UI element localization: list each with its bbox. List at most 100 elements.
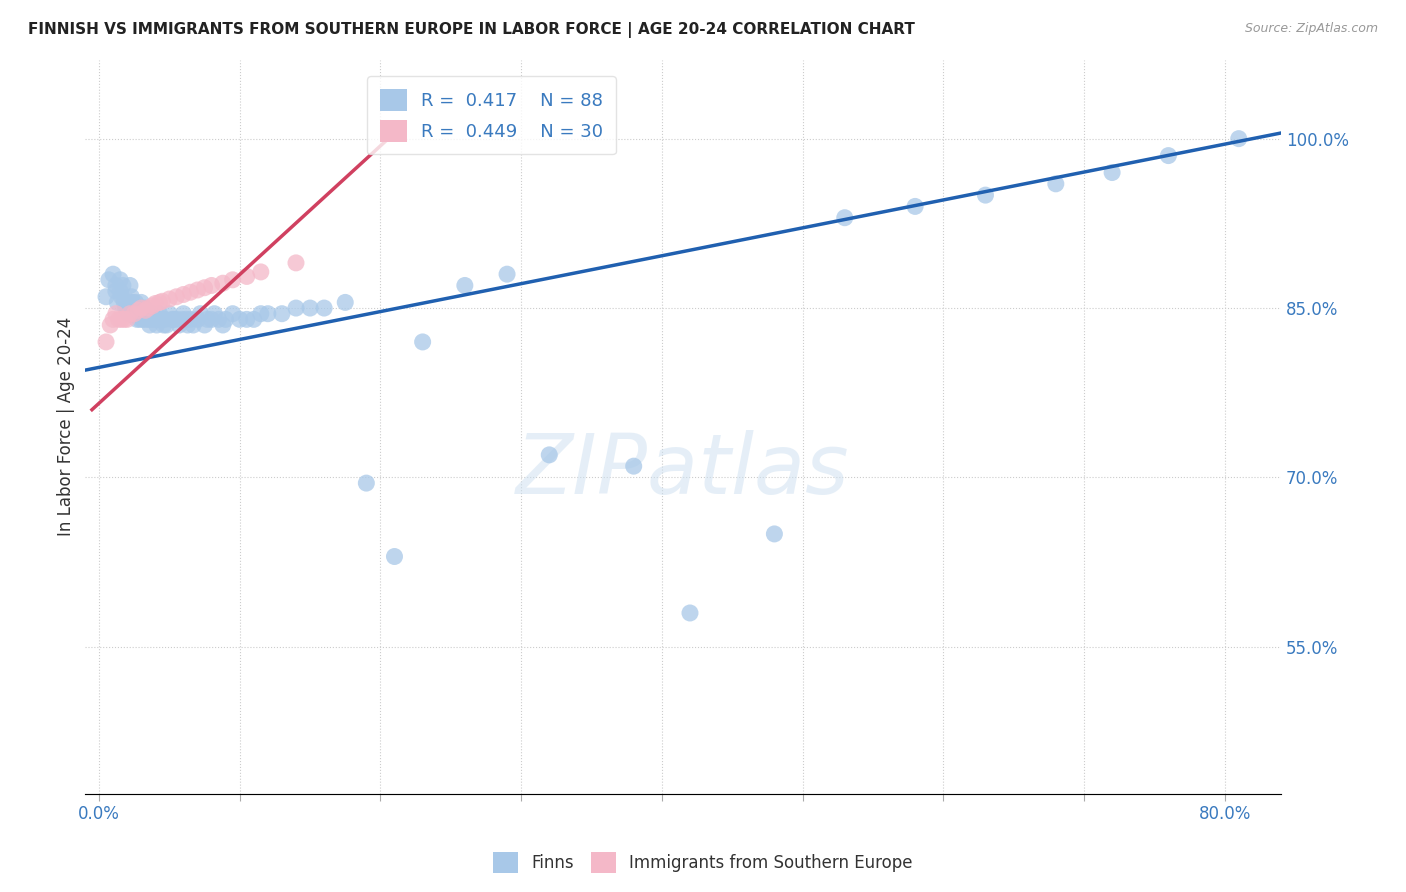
Point bbox=[679, 606, 702, 620]
Point bbox=[107, 312, 129, 326]
Point bbox=[623, 459, 645, 474]
Point bbox=[1045, 177, 1067, 191]
Point bbox=[152, 318, 174, 332]
Point bbox=[148, 295, 170, 310]
Point bbox=[235, 269, 257, 284]
Point bbox=[121, 295, 143, 310]
Point bbox=[127, 303, 149, 318]
Point bbox=[97, 273, 120, 287]
Point bbox=[188, 307, 211, 321]
Point bbox=[221, 273, 243, 287]
Point bbox=[179, 285, 201, 300]
Point bbox=[134, 303, 156, 318]
Point bbox=[356, 476, 378, 491]
Text: ZIPatlas: ZIPatlas bbox=[516, 430, 849, 511]
Point bbox=[193, 318, 215, 332]
Point bbox=[129, 307, 152, 321]
Point bbox=[104, 284, 127, 298]
Point bbox=[124, 295, 146, 310]
Point bbox=[202, 307, 225, 321]
Point bbox=[136, 312, 159, 326]
Point bbox=[162, 312, 184, 326]
Point bbox=[143, 312, 166, 326]
Point bbox=[141, 307, 163, 321]
Point bbox=[141, 299, 163, 313]
Point bbox=[176, 318, 198, 332]
Point bbox=[335, 295, 357, 310]
Point bbox=[118, 307, 141, 321]
Point bbox=[108, 284, 131, 298]
Point bbox=[125, 312, 148, 326]
Point bbox=[285, 301, 308, 315]
Point bbox=[250, 265, 273, 279]
Point bbox=[235, 312, 257, 326]
Point bbox=[129, 301, 152, 315]
Point bbox=[200, 312, 222, 326]
Point bbox=[136, 301, 159, 315]
Text: FINNISH VS IMMIGRANTS FROM SOUTHERN EUROPE IN LABOR FORCE | AGE 20-24 CORRELATIO: FINNISH VS IMMIGRANTS FROM SOUTHERN EURO… bbox=[28, 22, 915, 38]
Point bbox=[181, 318, 204, 332]
Point bbox=[122, 301, 145, 315]
Point bbox=[193, 281, 215, 295]
Point bbox=[110, 312, 132, 326]
Point bbox=[128, 312, 150, 326]
Point bbox=[108, 273, 131, 287]
Point bbox=[122, 307, 145, 321]
Point bbox=[148, 307, 170, 321]
Point bbox=[186, 283, 208, 297]
Point bbox=[112, 295, 135, 310]
Point bbox=[384, 549, 406, 564]
Point bbox=[454, 278, 477, 293]
Point bbox=[138, 318, 160, 332]
Point bbox=[150, 294, 173, 309]
Point bbox=[160, 312, 183, 326]
Point bbox=[1157, 148, 1180, 162]
Point bbox=[904, 199, 927, 213]
Point bbox=[170, 312, 193, 326]
Point bbox=[120, 290, 142, 304]
Point bbox=[117, 307, 139, 321]
Point bbox=[118, 295, 141, 310]
Point bbox=[112, 312, 135, 326]
Point bbox=[299, 301, 322, 315]
Point bbox=[172, 307, 194, 321]
Point bbox=[145, 318, 167, 332]
Point bbox=[165, 312, 187, 326]
Point bbox=[139, 312, 162, 326]
Point bbox=[211, 277, 233, 291]
Point bbox=[228, 312, 250, 326]
Point bbox=[195, 312, 218, 326]
Point bbox=[496, 267, 519, 281]
Point bbox=[207, 312, 229, 326]
Point bbox=[214, 312, 236, 326]
Text: Source: ZipAtlas.com: Source: ZipAtlas.com bbox=[1244, 22, 1378, 36]
Point bbox=[132, 301, 155, 315]
Point bbox=[211, 318, 233, 332]
Point bbox=[271, 307, 294, 321]
Point bbox=[172, 287, 194, 301]
Legend: R =  0.417    N = 88, R =  0.449    N = 30: R = 0.417 N = 88, R = 0.449 N = 30 bbox=[367, 76, 616, 154]
Point bbox=[186, 312, 208, 326]
Point bbox=[153, 312, 176, 326]
Point bbox=[157, 307, 180, 321]
Point bbox=[115, 312, 138, 326]
Point bbox=[98, 318, 121, 332]
Point bbox=[834, 211, 856, 225]
Point bbox=[94, 334, 117, 349]
Point bbox=[114, 301, 136, 315]
Point bbox=[105, 295, 128, 310]
Point bbox=[221, 307, 243, 321]
Point bbox=[150, 312, 173, 326]
Point bbox=[143, 296, 166, 310]
Point bbox=[157, 292, 180, 306]
Point bbox=[101, 267, 124, 281]
Point bbox=[165, 290, 187, 304]
Point bbox=[115, 301, 138, 315]
Point bbox=[974, 188, 997, 202]
Point bbox=[134, 312, 156, 326]
Point bbox=[200, 278, 222, 293]
Point bbox=[257, 307, 280, 321]
Point bbox=[110, 290, 132, 304]
Point bbox=[174, 312, 197, 326]
Point bbox=[412, 334, 434, 349]
